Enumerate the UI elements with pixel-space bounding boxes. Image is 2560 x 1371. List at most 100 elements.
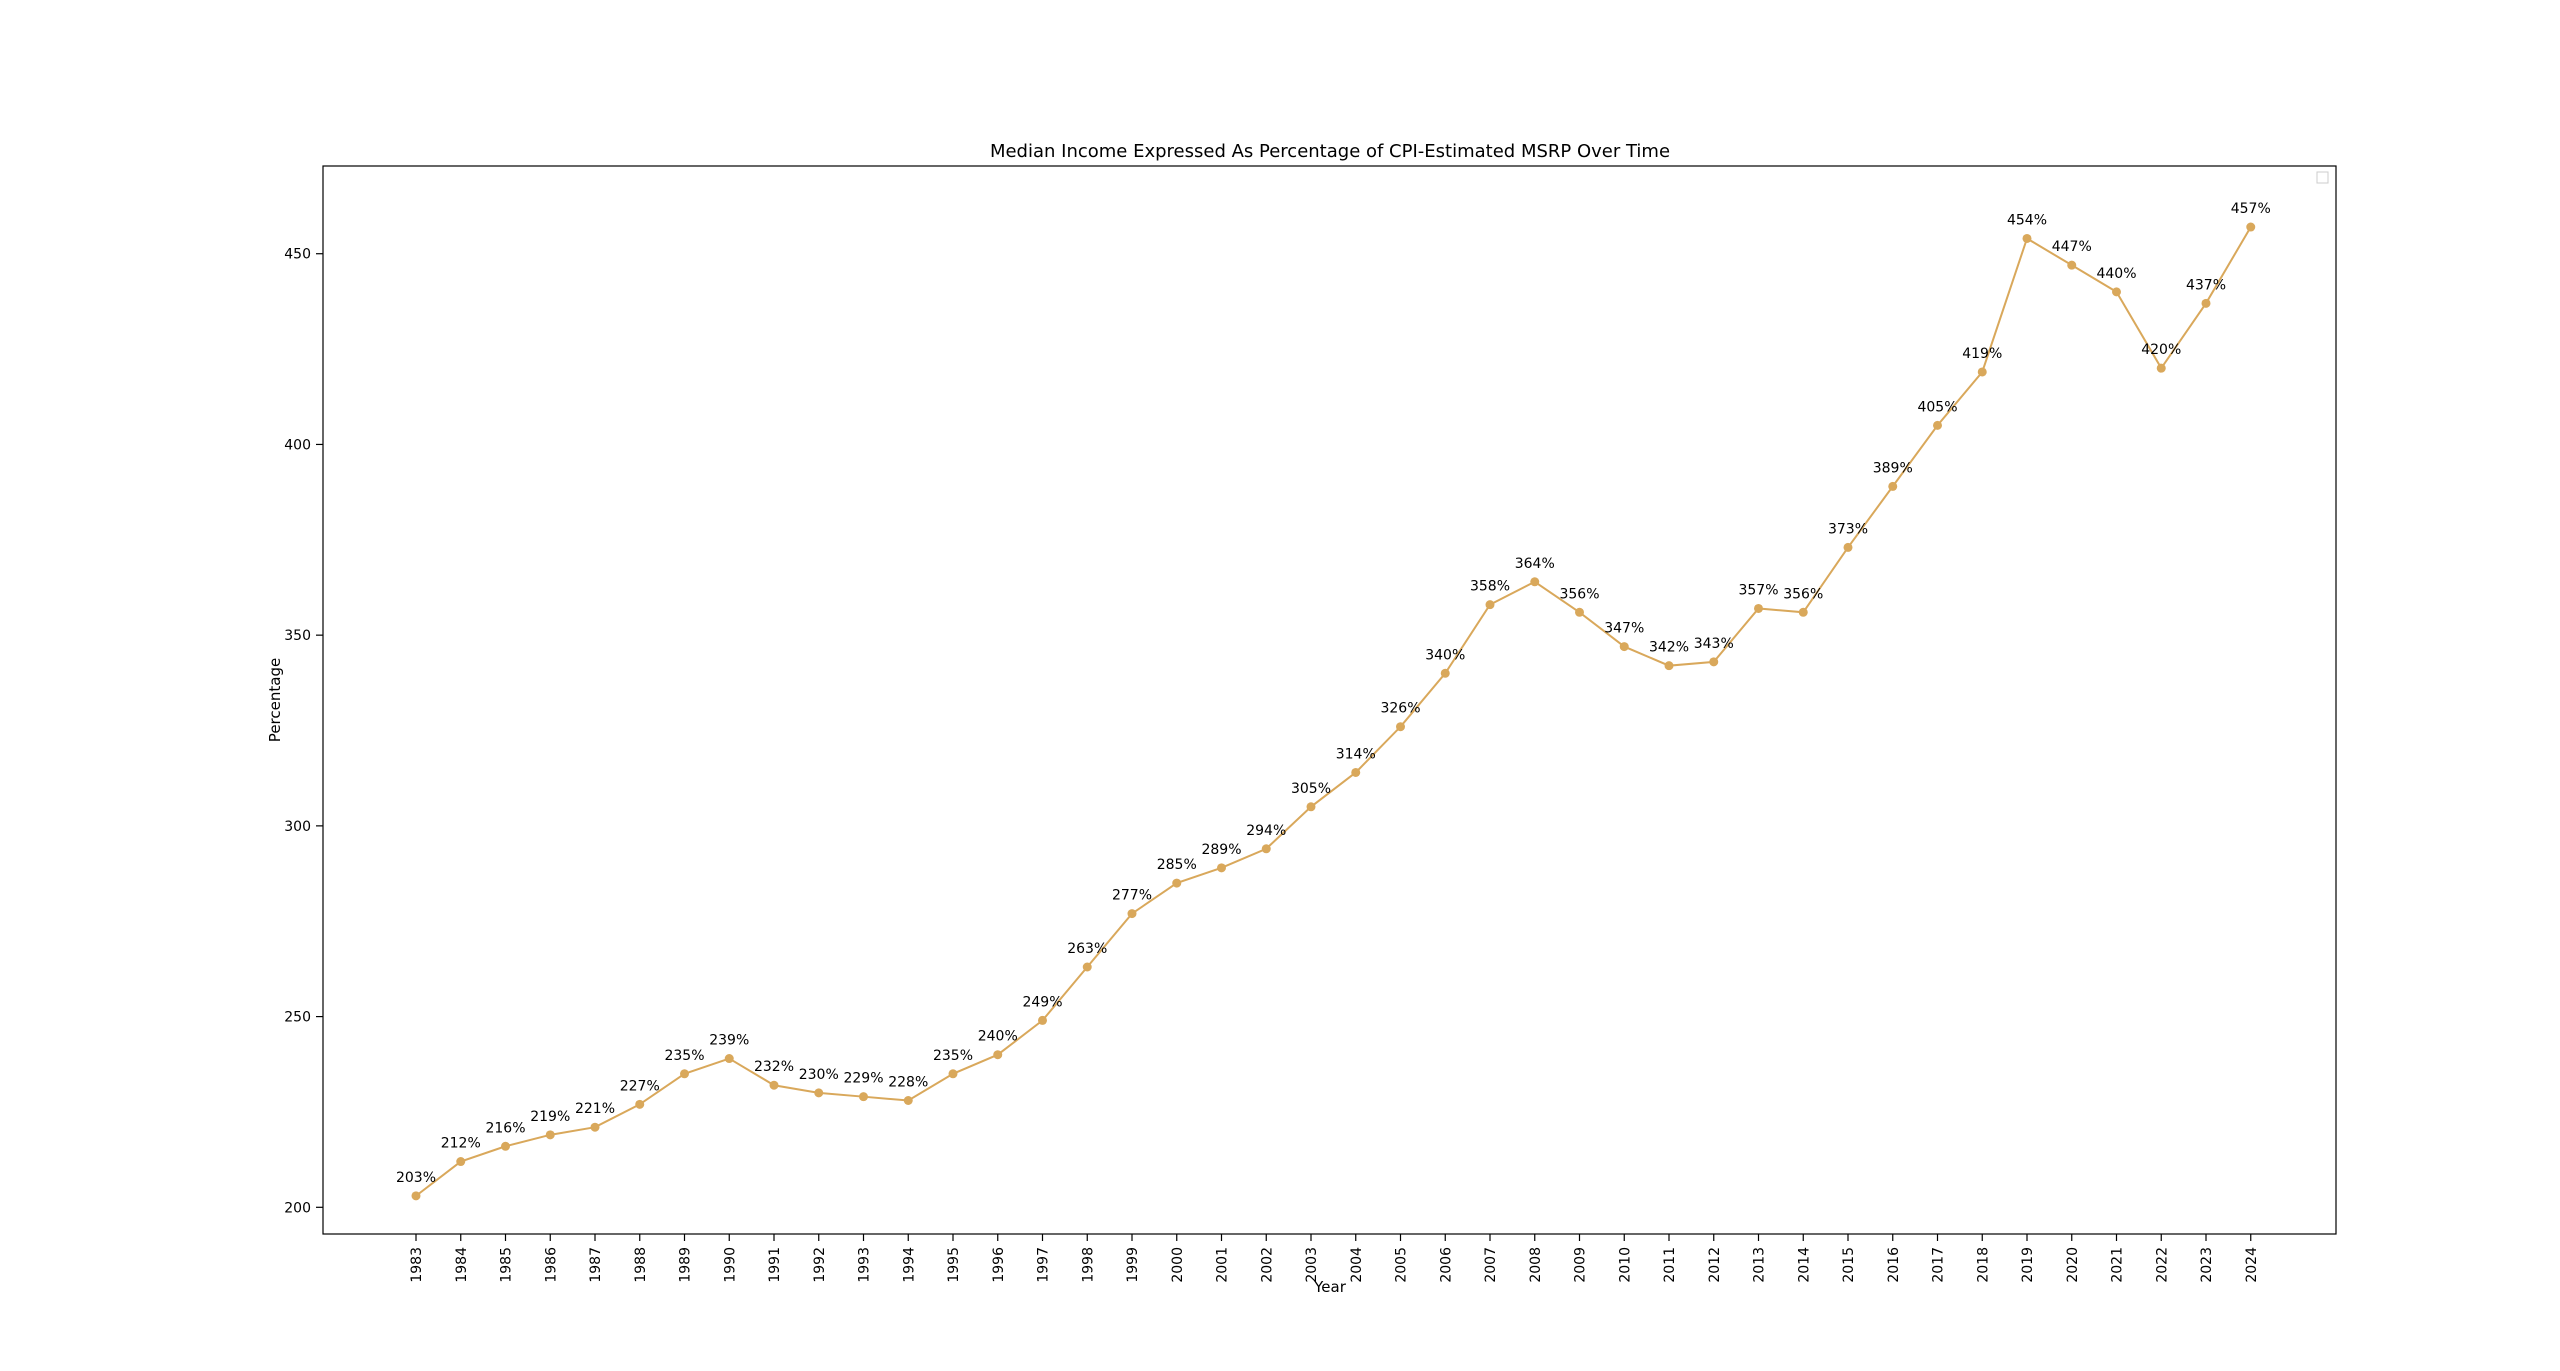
- data-label: 294%: [1246, 823, 1286, 839]
- plot-area: 200 250 300 350 400 450 1983 1984 1985 1986 1987 19…: [284, 165, 2337, 1283]
- data-label: 263%: [1067, 941, 1107, 957]
- data-label: 227%: [620, 1078, 660, 1094]
- data-point: [1172, 878, 1182, 888]
- x-tick-label: 2009: [1573, 1247, 1589, 1283]
- data-point: [2246, 222, 2256, 232]
- x-tick-label: 2015: [1841, 1247, 1857, 1283]
- x-tick-label: 1991: [767, 1247, 783, 1283]
- chart-title: Median Income Expressed As Percentage of…: [990, 141, 1670, 162]
- x-tick-label: 2021: [2110, 1247, 2126, 1283]
- data-label: 389%: [1873, 460, 1913, 476]
- data-label: 277%: [1112, 888, 1152, 904]
- data-point: [1888, 481, 1898, 491]
- x-tick-label: 2002: [1259, 1247, 1275, 1283]
- data-label: 447%: [2052, 239, 2092, 255]
- data-label: 457%: [2231, 201, 2271, 217]
- data-point: [2156, 363, 2166, 373]
- x-tick-label: 1999: [1125, 1247, 1141, 1283]
- data-point: [814, 1088, 824, 1098]
- x-tick-label: 2023: [2199, 1247, 2215, 1283]
- data-label: 358%: [1470, 579, 1510, 595]
- x-tick-label: 2000: [1170, 1247, 1186, 1283]
- x-tick-label: 1993: [857, 1247, 873, 1283]
- legend-box: [2316, 171, 2329, 184]
- data-point: [1619, 642, 1629, 652]
- x-tick-label: 2008: [1528, 1247, 1544, 1283]
- data-point: [1261, 844, 1271, 854]
- data-label: 454%: [2007, 212, 2047, 228]
- data-label: 235%: [664, 1048, 704, 1064]
- y-tick-label: 400: [284, 437, 311, 453]
- data-point: [545, 1130, 555, 1140]
- x-tick-label: 1983: [409, 1247, 425, 1283]
- x-tick-label: 2010: [1617, 1247, 1633, 1283]
- data-label: 232%: [754, 1059, 794, 1075]
- data-point: [2067, 260, 2077, 270]
- x-tick-label: 2024: [2244, 1247, 2260, 1283]
- data-point: [948, 1069, 958, 1079]
- data-label: 373%: [1828, 521, 1868, 537]
- x-tick-label: 2003: [1304, 1247, 1320, 1283]
- data-point: [1798, 607, 1808, 617]
- data-point: [680, 1069, 689, 1079]
- data-label: 437%: [2186, 277, 2226, 293]
- data-label: 357%: [1738, 582, 1778, 598]
- data-label: 216%: [485, 1120, 525, 1136]
- x-tick-label: 2006: [1438, 1247, 1454, 1283]
- x-tick-label: 2022: [2154, 1247, 2170, 1283]
- data-point: [1351, 767, 1361, 777]
- x-tick-label: 1994: [901, 1247, 917, 1283]
- data-point: [1217, 863, 1226, 873]
- data-point: [1664, 661, 1674, 671]
- y-axis-label: Percentage: [266, 658, 284, 742]
- data-point: [903, 1096, 913, 1105]
- data-point: [1127, 909, 1137, 919]
- data-point: [501, 1141, 510, 1151]
- data-point: [1933, 420, 1942, 430]
- x-tick-label: 1987: [588, 1247, 604, 1283]
- y-tick-label: 300: [284, 819, 311, 835]
- x-tick-label: 2001: [1215, 1247, 1231, 1283]
- data-label: 314%: [1336, 746, 1376, 762]
- x-tick-label: 2014: [1796, 1247, 1812, 1283]
- data-point: [590, 1122, 600, 1132]
- data-point: [411, 1191, 421, 1201]
- data-label: 326%: [1380, 701, 1420, 717]
- x-tick-label: 1995: [946, 1247, 962, 1283]
- x-tick-label: 1998: [1080, 1247, 1096, 1283]
- x-tick-label: 1984: [454, 1247, 470, 1283]
- data-point: [2112, 287, 2121, 297]
- data-label: 228%: [888, 1075, 928, 1091]
- data-point: [1843, 542, 1853, 552]
- data-label: 285%: [1157, 857, 1197, 873]
- x-tick-label: 2013: [1752, 1247, 1768, 1283]
- x-tick-label: 2012: [1707, 1247, 1723, 1283]
- data-point: [2201, 298, 2211, 308]
- data-label: 340%: [1425, 647, 1465, 663]
- data-label: 221%: [575, 1101, 615, 1117]
- data-label: 305%: [1291, 781, 1331, 797]
- data-label: 203%: [396, 1170, 436, 1186]
- x-tick-label: 2017: [1931, 1247, 1947, 1283]
- data-label: 289%: [1201, 842, 1241, 858]
- data-label: 212%: [441, 1136, 481, 1152]
- y-tick-label: 350: [284, 628, 311, 644]
- y-tick-label: 200: [284, 1200, 311, 1216]
- data-label: 249%: [1022, 994, 1062, 1010]
- data-label: 235%: [933, 1048, 973, 1064]
- data-point: [456, 1157, 466, 1167]
- x-tick-label: 2018: [1975, 1247, 1991, 1283]
- data-label: 356%: [1559, 586, 1599, 602]
- x-tick-label: 1997: [1036, 1247, 1052, 1283]
- x-tick-label: 1986: [543, 1247, 559, 1283]
- data-point: [1754, 603, 1763, 613]
- x-tick-label: 1989: [678, 1247, 694, 1283]
- data-label: 440%: [2096, 266, 2136, 282]
- data-point: [1082, 962, 1092, 972]
- data-point: [1485, 600, 1495, 610]
- data-label: 240%: [978, 1029, 1018, 1045]
- data-point: [1977, 367, 1987, 377]
- x-tick-label: 2007: [1483, 1247, 1499, 1283]
